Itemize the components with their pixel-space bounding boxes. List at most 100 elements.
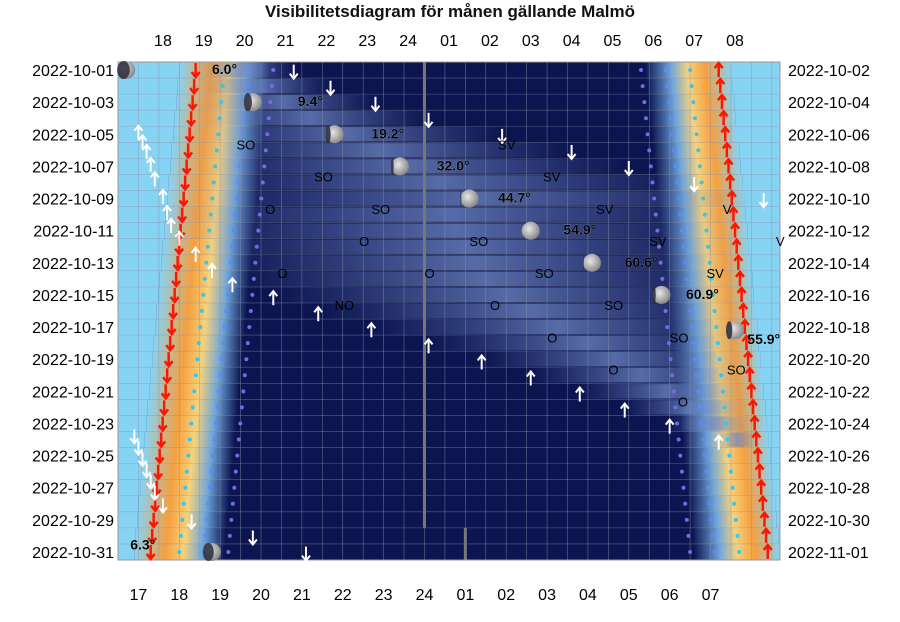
twilight-dot — [214, 148, 219, 153]
sunset-arrow — [156, 440, 167, 449]
sunset-arrow — [150, 504, 161, 513]
compass-direction-label: SV — [543, 170, 561, 185]
twilight-dot — [722, 405, 727, 410]
sunrise-arrow — [730, 221, 741, 230]
twilight-dot — [653, 212, 658, 217]
daylight-evening — [118, 238, 163, 256]
twilight-dot — [704, 228, 709, 233]
sunrise-arrow — [716, 93, 727, 101]
dawn-gradient — [692, 527, 779, 545]
twilight-dot — [178, 533, 183, 538]
compass-direction-label: O — [490, 298, 500, 313]
compass-direction-label: NO — [335, 298, 355, 313]
right-date-label: 2022-10-26 — [788, 449, 870, 466]
twilight-dot — [208, 212, 213, 217]
twilight-dot — [230, 244, 235, 249]
moonrise-arrow — [664, 418, 675, 426]
twilight-dot — [186, 453, 191, 458]
moon-visibility-band — [232, 271, 740, 287]
moonset-arrow — [624, 169, 634, 177]
daylight-morning — [753, 286, 780, 304]
moon-phase-shadow — [460, 189, 462, 208]
compass-direction-label: SO — [670, 330, 689, 345]
sunrise-arrow — [744, 366, 755, 375]
right-date-label: 2022-10-24 — [788, 416, 870, 433]
twilight-dot — [187, 437, 192, 442]
twilight-dot — [199, 309, 204, 313]
sunrise-arrow — [736, 285, 747, 294]
left-date-label: 2022-10-07 — [32, 159, 114, 176]
twilight-dot — [694, 373, 699, 378]
left-date-label: 2022-10-23 — [32, 416, 114, 433]
left-date-label: 2022-10-05 — [32, 127, 114, 144]
twilight-dot — [730, 485, 735, 490]
sunset-arrow — [180, 183, 191, 192]
twilight-dot — [256, 228, 261, 233]
moon-phase-shadow — [390, 157, 394, 176]
max-altitude-label: 55.9° — [747, 331, 780, 347]
sunset-arrow — [166, 328, 177, 337]
twilight-dot — [728, 469, 733, 474]
dawn-gradient — [653, 142, 740, 159]
sunrise-arrow — [733, 253, 744, 262]
twilight-dot — [202, 276, 207, 281]
compass-direction-label: SO — [469, 234, 488, 249]
twilight-dot — [213, 164, 218, 169]
twilight-dot — [720, 389, 725, 394]
daylight-evening — [118, 174, 169, 192]
daylight-evening — [118, 479, 141, 497]
twilight-dot — [704, 469, 709, 474]
twilight-dot — [701, 196, 706, 201]
compass-direction-label: O — [608, 362, 618, 377]
twilight-dot — [259, 196, 264, 201]
twilight-dot — [640, 84, 645, 89]
moonset-arrow — [689, 185, 699, 193]
daylight-morning — [765, 399, 780, 416]
twilight-dot — [198, 325, 203, 330]
daylight-morning — [762, 367, 780, 384]
twilight-dot — [639, 68, 644, 73]
twilight-dot — [675, 421, 680, 426]
daylight-morning — [732, 78, 780, 95]
max-altitude-label: 60.9° — [686, 286, 719, 302]
moon-visibility-band — [579, 384, 752, 399]
right-date-label: 2022-10-10 — [788, 192, 870, 209]
daylight-evening — [118, 158, 171, 175]
moonrise-arrow — [476, 353, 487, 362]
moonrise-arrow — [149, 170, 160, 178]
sunrise-arrow — [721, 141, 732, 150]
sunset-arrow — [162, 376, 173, 385]
moonrise-arrow — [525, 369, 536, 378]
daylight-evening — [118, 543, 135, 561]
twilight-dot — [666, 341, 671, 346]
twilight-dot — [204, 260, 209, 265]
twilight-dot — [210, 453, 215, 458]
moonrise-arrow — [366, 321, 377, 329]
sunset-arrow — [186, 119, 197, 128]
sunrise-arrow — [759, 510, 770, 519]
sunset-arrow — [181, 167, 192, 176]
twilight-dot — [257, 212, 262, 217]
sunset-arrow — [145, 553, 156, 561]
moonset-arrow — [423, 121, 434, 129]
twilight-dot — [189, 421, 194, 426]
left-date-label: 2022-10-29 — [32, 513, 114, 530]
twilight-dot — [696, 389, 701, 394]
twilight-dot — [670, 132, 675, 137]
sunset-arrow — [178, 199, 189, 208]
moon-phase-shadow — [325, 125, 331, 144]
right-date-label: 2022-10-02 — [788, 63, 870, 80]
twilight-dot — [244, 357, 249, 362]
twilight-dot — [697, 164, 702, 169]
moonrise-arrow — [137, 133, 148, 141]
moon-phase-shadow — [726, 321, 733, 340]
twilight-dot — [663, 68, 668, 73]
moon-phase-disc — [390, 157, 409, 176]
compass-direction-label: O — [678, 395, 688, 410]
top-hour-label: 19 — [195, 33, 213, 50]
twilight-dot — [717, 357, 722, 362]
twilight-dot — [241, 389, 246, 394]
left-date-label: 2022-10-11 — [33, 224, 114, 241]
twilight-dot — [673, 164, 678, 169]
